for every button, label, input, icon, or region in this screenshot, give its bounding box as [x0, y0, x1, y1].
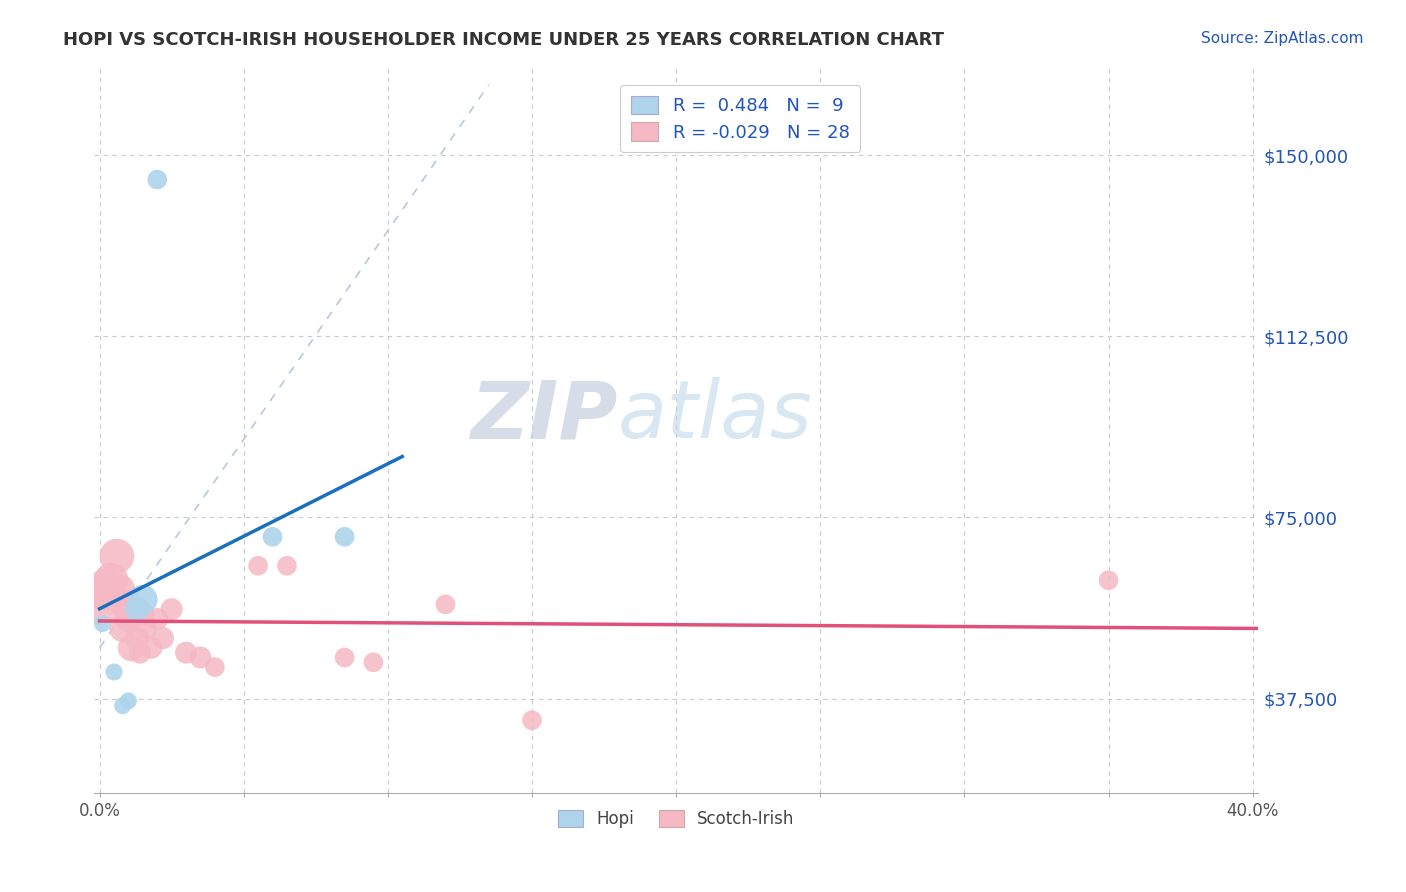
Point: [91, 598, 114, 612]
Point: [190, 650, 212, 665]
Point: [141, 640, 163, 655]
Text: atlas: atlas: [617, 377, 813, 455]
Point: [122, 602, 145, 616]
Point: [262, 530, 284, 544]
Point: [174, 646, 197, 660]
Point: [105, 549, 128, 563]
Point: [120, 640, 142, 655]
Point: [108, 582, 131, 597]
Point: [114, 598, 136, 612]
Point: [146, 612, 169, 626]
Point: [111, 622, 134, 636]
Point: [111, 698, 134, 713]
Text: Source: ZipAtlas.com: Source: ZipAtlas.com: [1201, 31, 1364, 46]
Point: [152, 631, 174, 645]
Point: [363, 656, 385, 670]
Point: [125, 602, 148, 616]
Point: [520, 713, 543, 727]
Legend: Hopi, Scotch-Irish: Hopi, Scotch-Irish: [551, 804, 801, 835]
Point: [117, 694, 139, 708]
Point: [135, 622, 157, 636]
Point: [247, 558, 270, 573]
Point: [333, 530, 356, 544]
Point: [160, 602, 183, 616]
Point: [100, 573, 122, 587]
Point: [146, 172, 169, 186]
Point: [125, 631, 148, 645]
Point: [103, 665, 125, 679]
Point: [117, 612, 139, 626]
Point: [1097, 573, 1119, 587]
Point: [132, 607, 155, 621]
Point: [333, 650, 356, 665]
Point: [94, 582, 117, 597]
Point: [132, 592, 155, 607]
Text: HOPI VS SCOTCH-IRISH HOUSEHOLDER INCOME UNDER 25 YEARS CORRELATION CHART: HOPI VS SCOTCH-IRISH HOUSEHOLDER INCOME …: [63, 31, 945, 49]
Point: [91, 616, 114, 631]
Point: [129, 646, 152, 660]
Text: ZIP: ZIP: [471, 377, 617, 455]
Point: [434, 598, 457, 612]
Point: [204, 660, 226, 674]
Point: [276, 558, 298, 573]
